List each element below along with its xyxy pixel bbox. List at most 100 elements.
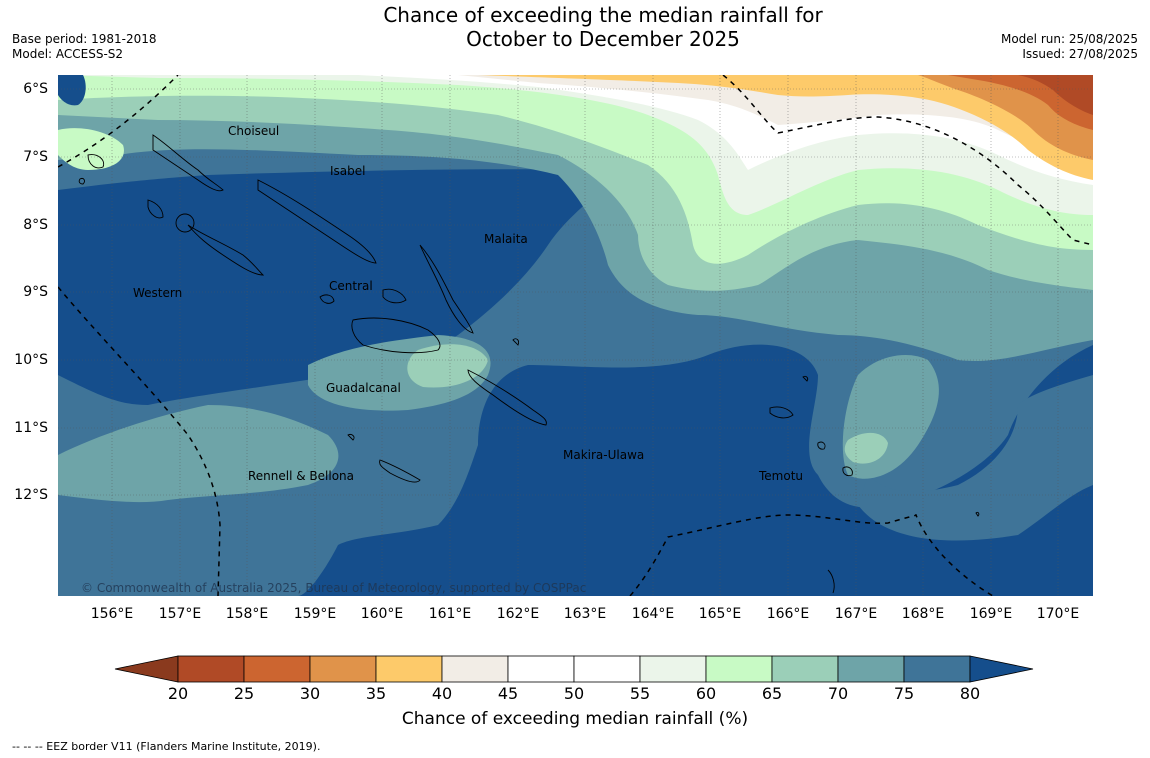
colorbar-title: Chance of exceeding median rainfall (%) [401, 709, 749, 729]
lat-label-11s: 11°S [14, 420, 48, 436]
chart-title: Chance of exceeding the median rainfall … [0, 3, 1150, 51]
model-info-right: Model run: 25/08/2025 Issued: 27/08/2025 [1001, 32, 1138, 62]
colorbar-tick-25: 25 [233, 684, 255, 703]
colorbar-cell [639, 655, 707, 683]
zone-left-top [58, 128, 124, 170]
lon-label-156e: 156°E [90, 606, 134, 622]
zone-65-bottom [58, 405, 339, 503]
colorbar-cell [903, 655, 971, 683]
issued-date: Issued: 27/08/2025 [1022, 47, 1138, 61]
anuta-island [827, 569, 835, 594]
malaita-island [419, 244, 474, 334]
lon-label-169e: 169°E [969, 606, 1013, 622]
model-info-left: Base period: 1981-2018 Model: ACCESS-S2 [12, 32, 157, 62]
colorbar-tick-60: 60 [695, 684, 717, 703]
ulawa-island [512, 338, 519, 346]
model-name: Model: ACCESS-S2 [12, 47, 124, 61]
region-labels: Choiseul Isabel Malaita Western Central … [133, 124, 803, 483]
russell-islands [319, 294, 335, 304]
colorbar-extend-low [114, 655, 179, 683]
colorbar-tick-40: 40 [431, 684, 453, 703]
eez-border-nw [58, 75, 179, 168]
lat-label-7s: 7°S [23, 149, 48, 165]
lon-label-158e: 158°E [225, 606, 269, 622]
map-svg: Choiseul Isabel Malaita Western Central … [58, 75, 1093, 596]
zone-60-islet [407, 344, 488, 388]
colorbar [114, 655, 1034, 683]
zone-35 [478, 75, 1093, 180]
colorbar-tick-30: 30 [299, 684, 321, 703]
lon-label-163e: 163°E [563, 606, 607, 622]
label-isabel: Isabel [330, 164, 365, 178]
zone-left-top-dark [58, 75, 86, 106]
copyright-text: © Commonwealth of Australia 2025, Bureau… [81, 581, 586, 595]
lon-label-157e: 157°E [158, 606, 202, 622]
lon-label-167e: 167°E [834, 606, 878, 622]
lat-label-10s: 10°S [14, 352, 48, 368]
utupua-island [817, 441, 826, 450]
choiseul-island [152, 134, 224, 192]
eez-border-south [629, 514, 994, 596]
colorbar-cell [177, 655, 245, 683]
colorbar-cell [837, 655, 905, 683]
label-western: Western [133, 286, 182, 300]
lat-label-8s: 8°S [23, 217, 48, 233]
colorbar-tick-65: 65 [761, 684, 783, 703]
label-guadalcanal: Guadalcanal [326, 381, 401, 395]
nw-shortlands [87, 154, 105, 169]
colorbar-cell [309, 655, 377, 683]
colorbar-tick-35: 35 [365, 684, 387, 703]
isabel-island [257, 179, 377, 264]
base-period: Base period: 1981-2018 [12, 32, 157, 46]
lon-label-166e: 166°E [766, 606, 810, 622]
tikopia-island [975, 511, 980, 517]
lon-label-165e: 165°E [698, 606, 742, 622]
eez-footnote: -- -- -- EEZ border V11 (Flanders Marine… [12, 740, 321, 753]
vanikoro-island [842, 466, 853, 477]
colorbar-extend-high [969, 655, 1034, 683]
makira-island [467, 369, 547, 426]
title-line-2: October to December 2025 [466, 27, 740, 51]
eez-border-north [722, 75, 1093, 246]
colorbar-tick-80: 80 [959, 684, 981, 703]
lon-label-170e: 170°E [1036, 606, 1080, 622]
colorbar-cell [771, 655, 839, 683]
lon-label-162e: 162°E [496, 606, 540, 622]
label-makira-ulawa: Makira-Ulawa [563, 448, 644, 462]
eez-borders [58, 75, 1093, 596]
lat-label-12s: 12°S [14, 487, 48, 503]
nw-small-islet [78, 178, 85, 185]
label-temotu: Temotu [758, 469, 803, 483]
colorbar-cell [441, 655, 509, 683]
colorbar-tick-20: 20 [167, 684, 189, 703]
colorbar-tick-45: 45 [497, 684, 519, 703]
model-run: Model run: 25/08/2025 [1000, 32, 1138, 46]
lon-label-159e: 159°E [293, 606, 337, 622]
eez-border-west [58, 286, 221, 596]
label-central: Central [329, 279, 373, 293]
colorbar-cell [573, 655, 641, 683]
new-georgia [187, 224, 265, 276]
lon-label-161e: 161°E [428, 606, 472, 622]
label-rennell-bellona: Rennell & Bellona [248, 469, 354, 483]
florida-islands [382, 288, 407, 304]
zone-60-east [844, 432, 888, 464]
title-line-1: Chance of exceeding the median rainfall … [383, 3, 823, 27]
lon-label-168e: 168°E [901, 606, 945, 622]
bellona-island [347, 434, 355, 441]
lon-label-160e: 160°E [360, 606, 404, 622]
colorbar-cell [507, 655, 575, 683]
colorbar-tick-55: 55 [629, 684, 651, 703]
guadalcanal-island [351, 317, 441, 354]
colorbar-tick-50: 50 [563, 684, 585, 703]
islands [78, 134, 980, 594]
zone-70-right [858, 375, 1093, 541]
colorbar-cell [375, 655, 443, 683]
colorbar-cell [243, 655, 311, 683]
lat-label-6s: 6°S [23, 81, 48, 97]
lat-label-9s: 9°S [23, 284, 48, 300]
reef-islands [802, 375, 809, 382]
vella-lavella [147, 199, 164, 219]
lon-label-164e: 164°E [631, 606, 675, 622]
colorbar-tick-70: 70 [827, 684, 849, 703]
